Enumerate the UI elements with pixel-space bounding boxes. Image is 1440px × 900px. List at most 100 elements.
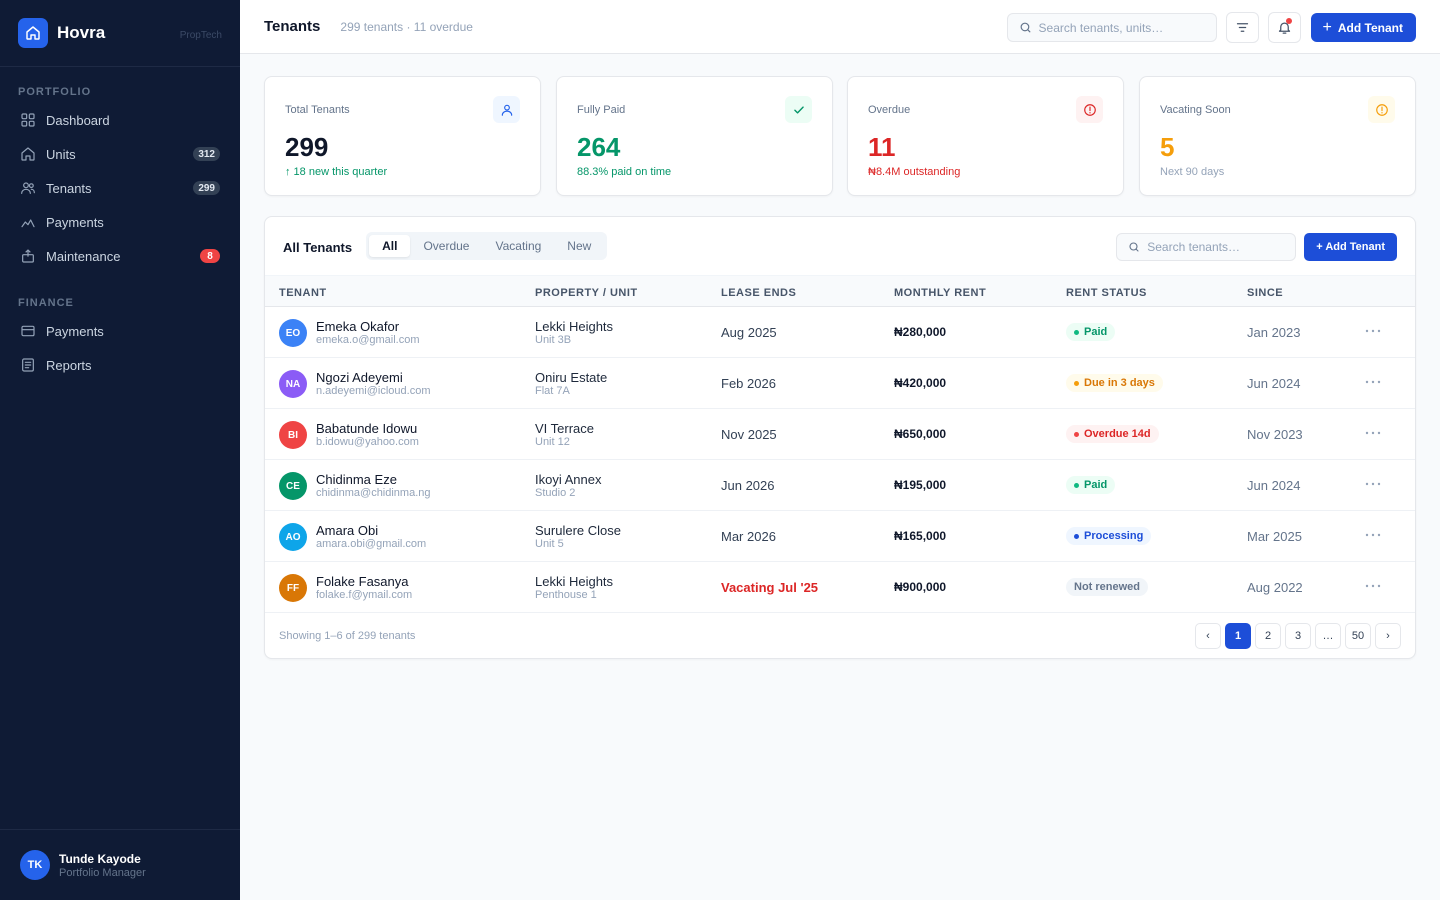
sidebar-item-label: Units xyxy=(46,146,76,162)
column-header[interactable]: MONTHLY RENT xyxy=(894,287,987,299)
lease-end: Feb 2026 xyxy=(721,376,776,391)
status-label: Overdue 14d xyxy=(1084,428,1151,440)
add-tenant-label: Add Tenant xyxy=(1337,20,1403,35)
property-unit: Penthouse 1 xyxy=(535,589,597,601)
prev-page-button[interactable]: ‹ xyxy=(1195,623,1221,649)
sidebar-item-payments[interactable]: Payments xyxy=(0,205,240,239)
property-name: Lekki Heights xyxy=(535,319,614,334)
avatar: BI xyxy=(279,421,307,449)
nav-section-title: PORTFOLIO xyxy=(18,86,92,98)
next-page-button[interactable]: › xyxy=(1375,623,1401,649)
more-horizontal-icon xyxy=(1364,532,1382,538)
search-input[interactable] xyxy=(1038,20,1199,35)
sidebar-item-label: Dashboard xyxy=(46,112,110,128)
filter-button[interactable] xyxy=(1225,12,1259,43)
row-actions-button[interactable] xyxy=(1362,577,1384,595)
monthly-rent: ₦420,000 xyxy=(894,376,947,390)
table-search-input[interactable] xyxy=(1147,240,1278,254)
brand-tag: PropTech xyxy=(179,30,222,41)
table-row[interactable]: FF Folake Fasanya folake.f@ymail.com Lekki … xyxy=(265,562,1415,613)
sidebar-item-tenants[interactable]: Tenants 299 xyxy=(0,171,240,205)
row-actions-button[interactable] xyxy=(1362,322,1384,340)
row-actions-button[interactable] xyxy=(1362,526,1384,544)
property-unit: Studio 2 xyxy=(535,487,576,499)
table-header: TENANT PROPERTY / UNIT LEASE ENDS MONTHL… xyxy=(265,275,1415,307)
filter-icon xyxy=(1235,20,1250,35)
tenant-name[interactable]: Folake Fasanya xyxy=(316,574,409,589)
row-actions-button[interactable] xyxy=(1362,475,1384,493)
card-icon xyxy=(20,323,36,339)
column-header[interactable]: RENT STATUS xyxy=(1066,287,1147,299)
table-row[interactable]: NA Ngozi Adeyemi n.adeyemi@icloud.com Oniru… xyxy=(265,358,1415,409)
property-unit: Unit 3B xyxy=(535,334,572,346)
tenant-name[interactable]: Babatunde Idowu xyxy=(316,421,418,436)
global-search xyxy=(1006,13,1217,42)
tenant-name[interactable]: Amara Obi xyxy=(316,523,379,538)
stat-value: 299 xyxy=(285,132,329,162)
more-horizontal-icon xyxy=(1364,379,1382,385)
user-role: Portfolio Manager xyxy=(59,866,146,879)
page-button[interactable]: … xyxy=(1315,623,1341,649)
avatar: NA xyxy=(279,370,307,398)
tab-all[interactable]: All xyxy=(369,235,411,257)
stat-note: Next 90 days xyxy=(1160,166,1225,178)
tenant-since: Mar 2025 xyxy=(1247,529,1302,544)
sidebar-item-label: Payments xyxy=(46,323,104,339)
property-unit: Unit 12 xyxy=(535,436,570,448)
more-horizontal-icon xyxy=(1364,430,1382,436)
status-badge: Due in 3 days xyxy=(1066,374,1163,392)
tab-overdue[interactable]: Overdue xyxy=(423,239,470,253)
table-row[interactable]: CE Chidinma Eze chidinma@chidinma.ng Ikoyi … xyxy=(265,460,1415,511)
column-header[interactable]: LEASE ENDS xyxy=(721,287,797,299)
status-dot xyxy=(1074,380,1079,386)
page-button[interactable]: 2 xyxy=(1255,623,1281,649)
column-header[interactable]: TENANT xyxy=(279,287,327,299)
row-actions-button[interactable] xyxy=(1362,373,1384,391)
avatar: TK xyxy=(20,850,50,880)
column-header[interactable]: SINCE xyxy=(1247,287,1284,299)
monthly-rent: ₦650,000 xyxy=(894,427,947,441)
tenants-table-card: All Tenants All Overdue Vacating New + A… xyxy=(264,216,1416,659)
add-tenant-button[interactable]: + Add Tenant xyxy=(1310,13,1416,42)
stat-label: Overdue xyxy=(868,104,911,116)
column-header[interactable]: PROPERTY / UNIT xyxy=(535,287,638,299)
property-unit: Flat 7A xyxy=(535,385,570,397)
status-label: Paid xyxy=(1084,326,1108,338)
tenant-name[interactable]: Chidinma Eze xyxy=(316,472,397,487)
notifications-button[interactable] xyxy=(1267,12,1301,43)
tab-vacating[interactable]: Vacating xyxy=(495,239,542,253)
tenant-name[interactable]: Ngozi Adeyemi xyxy=(316,370,403,385)
page-button[interactable]: 1 xyxy=(1225,623,1251,649)
tab-new[interactable]: New xyxy=(567,239,592,253)
table-search xyxy=(1116,233,1297,261)
alert-circle-icon xyxy=(1076,96,1103,123)
tenant-name[interactable]: Emeka Okafor xyxy=(316,319,400,334)
lease-end: Mar 2026 xyxy=(721,529,776,544)
status-badge: Overdue 14d xyxy=(1066,425,1159,443)
home-icon[interactable] xyxy=(18,18,48,48)
nav-finance: FINANCE Payments Reports xyxy=(0,297,240,382)
user-icon xyxy=(493,96,520,123)
table-row[interactable]: EO Emeka Okafor emeka.o@gmail.com Lekki Hei… xyxy=(265,307,1415,358)
status-dot xyxy=(1074,329,1079,335)
sidebar-item-finance-payments[interactable]: Payments xyxy=(0,314,240,348)
sidebar-item-units[interactable]: Units 312 xyxy=(0,137,240,171)
nav-count-badge: 299 xyxy=(193,181,220,195)
table-add-tenant-button[interactable]: + Add Tenant xyxy=(1304,233,1397,261)
sidebar-item-maintenance[interactable]: Maintenance 8 xyxy=(0,239,240,273)
table-row[interactable]: BI Babatunde Idowu b.idowu@yahoo.com VI Ter… xyxy=(265,409,1415,460)
page-button[interactable]: 3 xyxy=(1285,623,1311,649)
sidebar-item-dashboard[interactable]: Dashboard xyxy=(0,103,240,137)
pagination: ‹ 1 2 3… 50 › xyxy=(1191,623,1401,649)
row-actions-button[interactable] xyxy=(1362,424,1384,442)
tenant-email: folake.f@ymail.com xyxy=(316,589,413,601)
table-row[interactable]: AO Amara Obi amara.obi@gmail.com Surulere C… xyxy=(265,511,1415,562)
status-label: Due in 3 days xyxy=(1084,377,1155,389)
bell-icon xyxy=(1277,20,1292,35)
user-profile[interactable]: TK Tunde Kayode Portfolio Manager xyxy=(0,829,240,900)
sidebar-item-reports[interactable]: Reports xyxy=(0,348,240,382)
nav-count-badge: 312 xyxy=(193,147,220,161)
stat-label: Vacating Soon xyxy=(1160,104,1231,116)
page-button[interactable]: 50 xyxy=(1345,623,1371,649)
stat-card-vacating-soon: Vacating Soon 5 Next 90 days xyxy=(1139,76,1416,196)
